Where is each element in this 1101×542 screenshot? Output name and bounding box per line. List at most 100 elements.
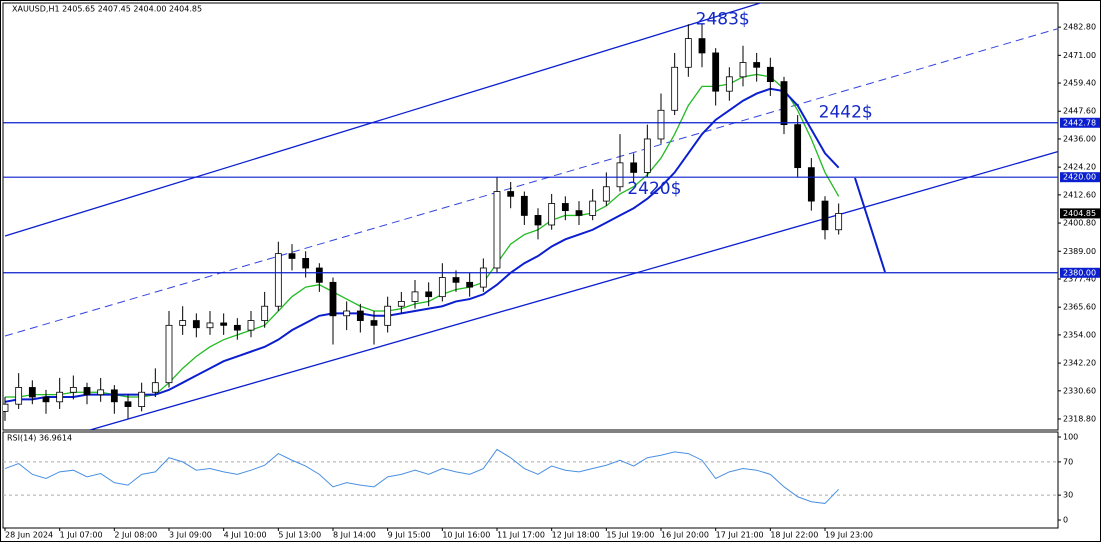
forecast-arrow — [854, 177, 886, 273]
candle-body — [766, 66, 774, 83]
candle-body — [657, 109, 665, 140]
y-tick-label: 2365.60 — [1063, 303, 1096, 312]
price-panel — [2, 2, 1059, 431]
candle-body — [821, 200, 829, 231]
level-box — [1060, 267, 1100, 278]
candle-body — [520, 195, 528, 216]
candle-body — [110, 389, 118, 403]
x-tick-label: 28 Jun 2024 — [5, 531, 53, 540]
candle-body — [15, 387, 23, 405]
candle-body — [507, 191, 515, 197]
candle-body — [753, 62, 761, 68]
candle-body — [425, 291, 433, 298]
candle-body — [247, 320, 255, 331]
y-tick-label: 2318.80 — [1063, 415, 1096, 424]
candle-body — [671, 66, 679, 111]
plot — [3, 24, 843, 421]
x-tick-label: 10 Jul 16:00 — [442, 531, 490, 540]
candle-body — [343, 310, 351, 317]
candle-body — [643, 138, 651, 173]
candle-body — [329, 281, 337, 317]
candle-body — [602, 186, 610, 202]
x-tick-label: 2 Jul 08:00 — [114, 531, 157, 540]
level-label: 2420.00 — [1063, 173, 1096, 182]
level-label: 2380.00 — [1063, 268, 1096, 277]
x-tick-label: 15 Jul 19:00 — [606, 531, 654, 540]
y-tick-label: 2471.00 — [1063, 51, 1096, 60]
candle-body — [3, 403, 9, 412]
candle-body — [56, 391, 64, 403]
y-tick-label: 2389.00 — [1063, 247, 1096, 256]
candle-body — [288, 253, 296, 259]
candle-body — [397, 301, 405, 307]
candle-body — [220, 322, 228, 326]
candle-body — [548, 203, 556, 226]
level-label: 2442.78 — [1063, 118, 1096, 127]
candle-body — [138, 391, 146, 407]
candle-body — [835, 212, 843, 231]
channel-lower — [89, 150, 1058, 430]
rsi-line — [4, 448, 840, 504]
candle-body — [315, 267, 323, 283]
y-tick-label: 2354.00 — [1063, 330, 1096, 339]
x-tick-label: 12 Jul 18:00 — [552, 531, 600, 540]
rsi-tick-label: 70 — [1063, 457, 1073, 466]
annotation: 2442$ — [819, 103, 873, 123]
y-tick-label: 2436.00 — [1063, 134, 1096, 143]
candle-body — [479, 267, 487, 288]
candle-body — [411, 291, 419, 302]
x-tick-label: 16 Jul 20:00 — [661, 531, 709, 540]
candle-body — [192, 320, 200, 329]
y-tick-label: 2342.20 — [1063, 359, 1096, 368]
level-box — [1060, 172, 1100, 183]
candle-body — [794, 124, 802, 169]
rsi-tick-label: 100 — [1063, 432, 1078, 441]
trendlines — [4, 3, 1058, 430]
candle-body — [466, 281, 474, 288]
candle-body — [534, 215, 542, 226]
x-tick-label: 5 Jul 13:00 — [278, 531, 321, 540]
y-tick-label: 2412.60 — [1063, 190, 1096, 199]
x-tick-label: 8 Jul 14:00 — [333, 531, 376, 540]
candle-body — [575, 210, 583, 216]
y-tick-label: 2459.40 — [1063, 79, 1096, 88]
x-tick-label: 9 Jul 15:00 — [388, 531, 431, 540]
x-tick-label: 3 Jul 09:00 — [169, 531, 212, 540]
candle-body — [684, 38, 692, 68]
rsi-title: RSI(14) 36.9614 — [7, 434, 72, 443]
y-tick-label: 2424.20 — [1063, 163, 1096, 172]
candle-body — [725, 76, 733, 92]
rsi-panel — [2, 431, 1059, 529]
channel-upper — [4, 3, 763, 237]
y-tick-label: 2447.60 — [1063, 107, 1096, 116]
price-box — [1060, 208, 1100, 219]
candle-body — [807, 167, 815, 202]
price-label: 2404.85 — [1063, 209, 1096, 218]
candle-body — [151, 382, 159, 393]
candle-body — [630, 162, 638, 173]
rsi-tick-label: 30 — [1063, 491, 1073, 500]
rsi-tick-label: 0 — [1063, 516, 1068, 525]
x-tick-label: 18 Jul 22:00 — [770, 531, 818, 540]
level-box — [1060, 117, 1100, 128]
candle-body — [452, 277, 460, 283]
candle-body — [561, 203, 569, 212]
x-tick-label: 11 Jul 17:00 — [497, 531, 545, 540]
y-tick-label: 2377.40 — [1063, 274, 1096, 283]
y-tick-label: 2330.60 — [1063, 386, 1096, 395]
x-tick-label: 19 Jul 23:00 — [825, 531, 873, 540]
y-tick-label: 2400.80 — [1063, 219, 1096, 228]
candle-body — [261, 305, 269, 321]
annotation: 2483$ — [696, 9, 750, 29]
candle-body — [69, 387, 77, 393]
candle-body — [589, 200, 597, 216]
candle-body — [165, 324, 173, 384]
candle-body — [370, 320, 378, 326]
candle-body — [83, 387, 91, 396]
channel-mid — [4, 28, 1058, 337]
candle-body — [179, 320, 187, 326]
x-tick-label: 17 Jul 21:00 — [716, 531, 764, 540]
candle-body — [97, 389, 105, 396]
candle-body — [42, 396, 50, 403]
